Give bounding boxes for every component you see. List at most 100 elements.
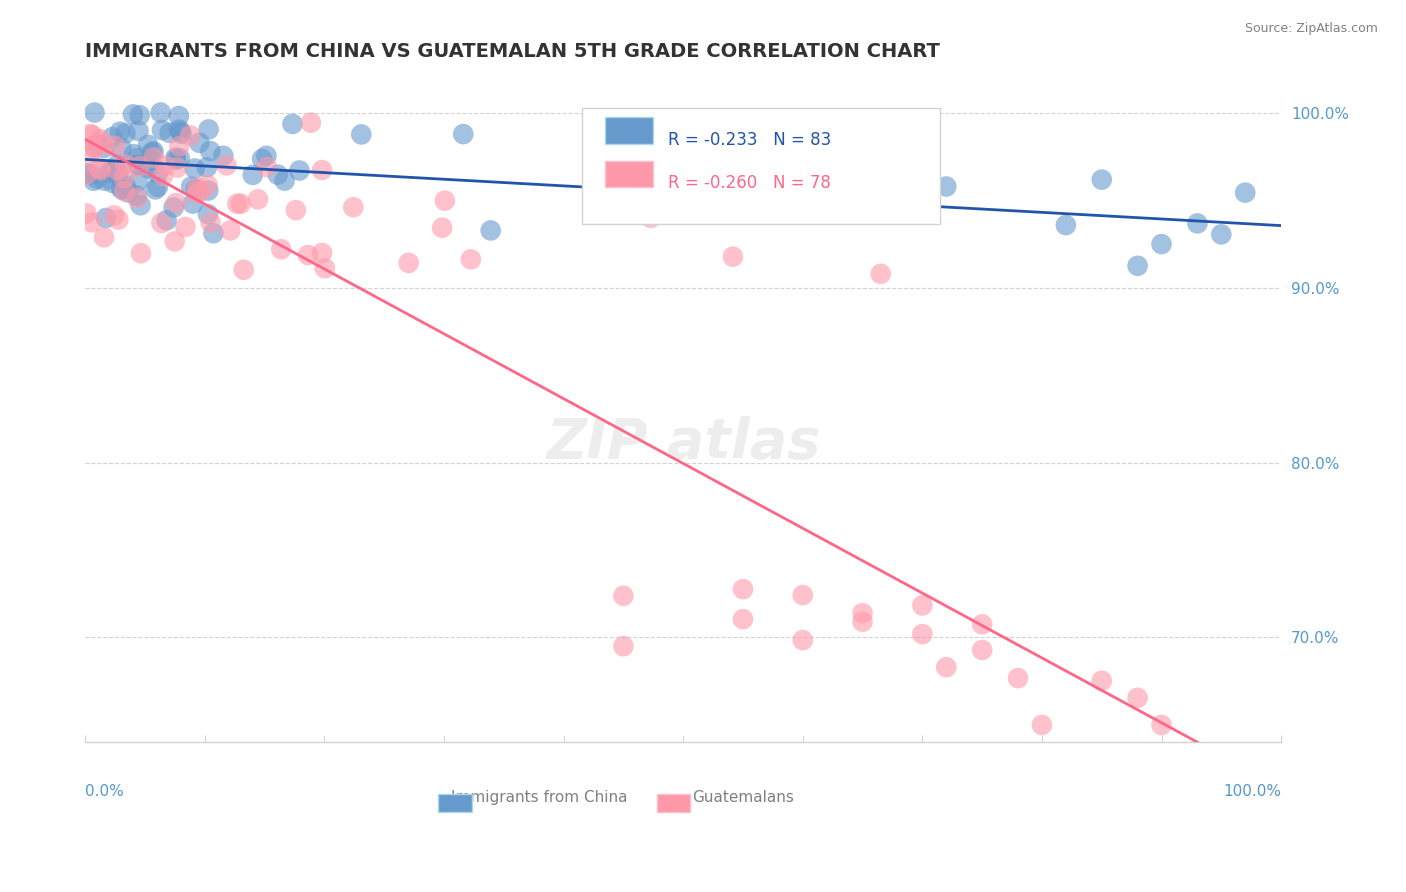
Point	[731, 582, 754, 596]
Point	[288, 163, 311, 178]
Point	[186, 186, 208, 201]
Point	[451, 127, 474, 141]
Point	[1054, 218, 1077, 232]
Point	[479, 223, 502, 237]
Text: ZIP atlas: ZIP atlas	[546, 417, 820, 470]
Point	[190, 185, 212, 199]
Point	[267, 168, 290, 182]
Point	[93, 174, 115, 188]
Point	[1031, 718, 1053, 732]
Point	[76, 166, 98, 180]
Point	[869, 267, 891, 281]
Point	[128, 108, 150, 122]
Point	[107, 167, 129, 181]
Point	[181, 196, 204, 211]
Point	[180, 179, 202, 194]
Point	[721, 250, 744, 264]
Point	[128, 159, 150, 173]
Point	[169, 139, 191, 153]
Point	[851, 615, 873, 629]
Point	[150, 216, 173, 230]
Point	[87, 161, 110, 176]
Point	[86, 171, 108, 186]
Point	[146, 167, 169, 181]
Point	[350, 128, 373, 142]
Text: R = -0.233   N = 83: R = -0.233 N = 83	[668, 131, 831, 149]
Point	[1126, 690, 1149, 705]
Point	[187, 180, 209, 194]
Text: R = -0.260   N = 78: R = -0.260 N = 78	[668, 174, 831, 192]
Point	[398, 256, 420, 270]
Point	[273, 174, 295, 188]
Point	[98, 166, 121, 180]
Point	[612, 639, 634, 653]
Point	[145, 182, 167, 196]
FancyBboxPatch shape	[439, 794, 471, 813]
Point	[84, 141, 107, 155]
Point	[129, 246, 152, 260]
Text: 0.0%: 0.0%	[86, 784, 124, 798]
Point	[851, 606, 873, 620]
Point	[1211, 227, 1233, 242]
Point	[117, 186, 139, 200]
Point	[232, 262, 254, 277]
Point	[212, 149, 235, 163]
Point	[93, 137, 115, 152]
Point	[165, 151, 187, 165]
Point	[103, 208, 125, 222]
Point	[792, 588, 814, 602]
Point	[792, 633, 814, 648]
Point	[281, 117, 304, 131]
Point	[169, 151, 191, 165]
Point	[200, 144, 222, 158]
Point	[93, 230, 115, 244]
Point	[80, 167, 103, 181]
Point	[200, 216, 222, 230]
Point	[128, 157, 150, 171]
FancyBboxPatch shape	[657, 794, 690, 813]
Point	[122, 147, 145, 161]
Point	[107, 163, 129, 178]
Point	[122, 107, 145, 121]
Point	[640, 211, 662, 225]
Point	[159, 126, 181, 140]
Point	[82, 140, 104, 154]
Point	[226, 196, 249, 211]
FancyBboxPatch shape	[606, 118, 654, 145]
Point	[202, 226, 225, 240]
Point	[972, 617, 994, 632]
Point	[101, 130, 124, 145]
Point	[107, 157, 129, 171]
Point	[153, 159, 176, 173]
Point	[430, 220, 453, 235]
Point	[254, 149, 277, 163]
Text: Guatemalans: Guatemalans	[692, 790, 794, 805]
Point	[107, 212, 129, 227]
Point	[284, 203, 307, 218]
Point	[112, 170, 135, 185]
FancyBboxPatch shape	[606, 161, 654, 187]
Text: Source: ZipAtlas.com: Source: ZipAtlas.com	[1244, 22, 1378, 36]
Point	[219, 223, 242, 237]
Point	[127, 158, 149, 172]
Point	[125, 151, 148, 165]
Point	[83, 105, 105, 120]
Point	[125, 188, 148, 202]
Point	[76, 206, 98, 220]
Point	[935, 660, 957, 674]
Point	[98, 164, 121, 178]
Point	[93, 141, 115, 155]
Point	[114, 126, 136, 140]
Point	[731, 612, 754, 626]
Point	[101, 176, 124, 190]
Point	[165, 196, 187, 211]
FancyBboxPatch shape	[582, 108, 941, 224]
Point	[79, 127, 101, 141]
Point	[89, 132, 111, 146]
Point	[94, 211, 117, 225]
Point	[911, 599, 934, 613]
Point	[311, 163, 333, 178]
Point	[197, 178, 219, 192]
Point	[155, 213, 177, 227]
Point	[127, 124, 149, 138]
